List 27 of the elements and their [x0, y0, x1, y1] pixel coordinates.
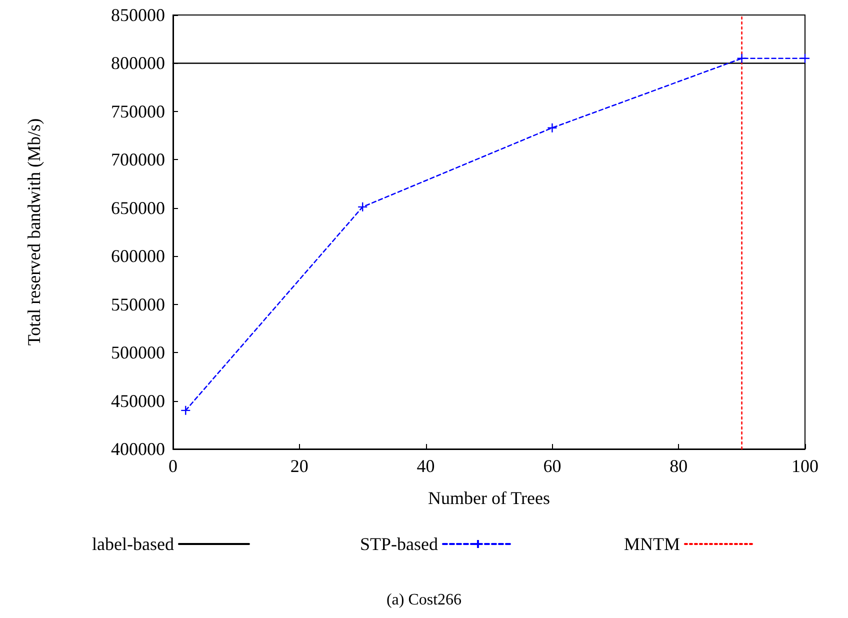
point: [180, 405, 191, 416]
y-tick-label: 650000: [111, 198, 165, 218]
x-tick-label: 60: [543, 456, 562, 476]
y-tick-label: 450000: [111, 390, 165, 411]
x-axis-title: Number of Trees: [428, 488, 550, 508]
x-tick-label: 0: [168, 456, 178, 476]
y-tick-label: 750000: [111, 101, 165, 122]
y-tick-label: 400000: [111, 439, 165, 459]
y-axis-title: Total reserved bandwith (Mb/s): [24, 118, 44, 346]
x-tick-label: 20: [290, 456, 308, 476]
point: [547, 122, 558, 133]
y-tick-label: 550000: [111, 294, 165, 314]
x-tick-label: 100: [792, 456, 818, 476]
legend-label: STP-based: [360, 534, 438, 554]
point: [800, 53, 810, 64]
legend-label: label-based: [92, 534, 174, 554]
y-tick-label: 850000: [111, 5, 165, 25]
y-tick-label: 800000: [111, 53, 165, 74]
point: [736, 53, 747, 64]
point: [358, 202, 368, 212]
y-tick-label: 500000: [111, 342, 165, 363]
x-tick-label: 80: [670, 456, 688, 476]
text: (a) Cost266: [386, 592, 462, 608]
y-tick-label: 700000: [111, 150, 165, 170]
x-tick-label: 40: [416, 456, 435, 476]
y-tick-label: 600000: [111, 246, 165, 266]
legend-label: MNTM: [624, 534, 680, 554]
